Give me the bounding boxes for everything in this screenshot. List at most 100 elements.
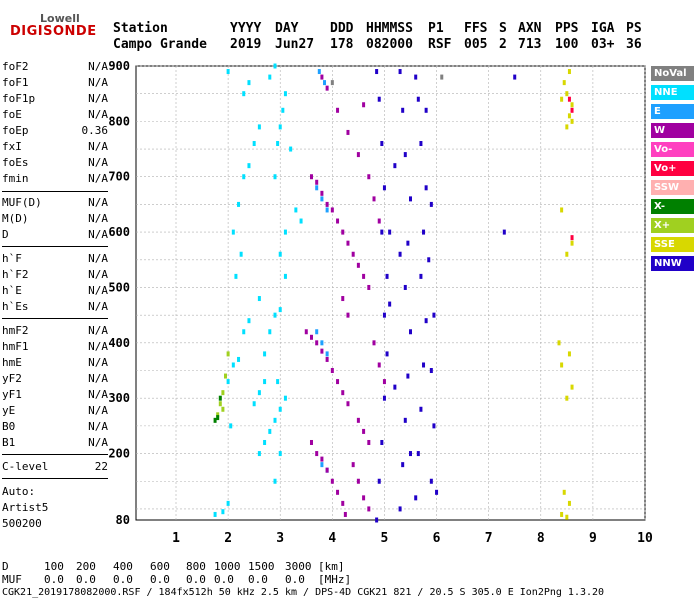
- y-tick-label: 80: [116, 513, 130, 527]
- param-row-fof2: foF2 N/A: [2, 60, 108, 76]
- param-value: N/A: [88, 372, 108, 385]
- data-point-w: [346, 312, 350, 318]
- data-point-e: [320, 196, 324, 202]
- param-row-clevel: C-level 22: [2, 460, 108, 476]
- data-point-vo-: [570, 107, 574, 113]
- data-point-w: [351, 462, 355, 468]
- param-row-fof1p: foF1p N/A: [2, 92, 108, 108]
- x-tick-label: 5: [381, 531, 389, 546]
- data-point-nnw: [513, 74, 517, 80]
- param-row-hme: hmE N/A: [2, 356, 108, 372]
- data-point-w: [309, 439, 313, 445]
- param-name: foF1p: [2, 92, 36, 105]
- data-point-sse: [560, 96, 564, 102]
- panel-divider: [2, 191, 108, 192]
- header-value-yyyy: 2019: [230, 37, 262, 52]
- y-tick-label: 200: [108, 447, 130, 461]
- param-row-yf2: yF2 N/A: [2, 372, 108, 388]
- param-row-fof1: foF1 N/A: [2, 76, 108, 92]
- data-point-w: [304, 329, 308, 335]
- data-point-w: [377, 362, 381, 368]
- data-point-nne: [221, 509, 225, 515]
- data-point-x-: [216, 415, 220, 421]
- data-point-w: [346, 401, 350, 407]
- footer-muf-value: 0.0: [214, 573, 234, 586]
- data-point-sse: [565, 251, 569, 257]
- data-point-w: [367, 174, 371, 180]
- data-point-e: [325, 207, 329, 213]
- param-row-mufd: MUF(D) N/A: [2, 196, 108, 212]
- param-value: N/A: [88, 76, 108, 89]
- data-point-w: [362, 273, 366, 279]
- param-name: yE: [2, 404, 16, 417]
- header-value-axn: 713: [518, 37, 542, 52]
- data-point-nnw: [414, 74, 418, 80]
- data-point-nnw: [414, 495, 418, 501]
- data-point-nne: [247, 163, 251, 169]
- y-tick-label: 300: [108, 391, 130, 405]
- data-point-vo-: [570, 235, 574, 241]
- param-name: M(D): [2, 212, 29, 225]
- param-name: foF1: [2, 76, 29, 89]
- footer-d-value: 800: [186, 560, 206, 573]
- data-point-nne: [263, 439, 267, 445]
- param-value: N/A: [88, 92, 108, 105]
- header-value-day: Jun27: [275, 37, 315, 52]
- data-point-nnw: [429, 201, 433, 207]
- data-point-w: [341, 390, 345, 396]
- param-row-foep: foEp 0.36: [2, 124, 108, 140]
- data-point-nnw: [403, 284, 407, 290]
- data-point-nne: [273, 478, 277, 484]
- data-point-nnw: [406, 373, 410, 379]
- data-point-nne: [273, 312, 277, 318]
- x-tick-label: 10: [637, 531, 653, 546]
- data-point-w: [382, 379, 386, 385]
- param-name: MUF(D): [2, 196, 42, 209]
- data-point-nnw: [419, 406, 423, 412]
- data-point-w: [315, 451, 319, 457]
- data-point-w: [351, 251, 355, 257]
- data-point-nnw: [401, 107, 405, 113]
- legend-item-noval: NoVal: [651, 66, 694, 81]
- data-point-w: [315, 179, 319, 185]
- data-point-w: [362, 102, 366, 108]
- param-value: N/A: [88, 140, 108, 153]
- param-value: N/A: [88, 420, 108, 433]
- data-point-nne: [263, 351, 267, 357]
- logo-lowell: Lowell: [40, 12, 80, 25]
- data-point-e: [320, 462, 324, 468]
- data-point-nnw: [406, 240, 410, 246]
- data-point-sse: [567, 351, 571, 357]
- param-row-b0: B0 N/A: [2, 420, 108, 436]
- data-point-x-: [218, 395, 222, 401]
- data-point-sse: [567, 500, 571, 506]
- x-tick-label: 6: [433, 531, 441, 546]
- data-point-nnw: [393, 163, 397, 169]
- param-value: N/A: [88, 172, 108, 185]
- data-point-nnw: [416, 96, 420, 102]
- param-row-hmf1: hmF1 N/A: [2, 340, 108, 356]
- data-point-nne: [226, 69, 230, 75]
- data-point-nne: [268, 74, 272, 80]
- param-row-d: D N/A: [2, 228, 108, 244]
- data-point-w: [325, 356, 329, 362]
- footer-muf-value: 0.0: [248, 573, 268, 586]
- x-tick-label: 4: [328, 531, 336, 546]
- header-label-s: S: [499, 21, 507, 36]
- data-point-w: [330, 207, 334, 213]
- data-point-sse: [565, 395, 569, 401]
- data-point-nne: [234, 273, 238, 279]
- param-value: N/A: [88, 156, 108, 169]
- data-point-nne: [242, 329, 246, 335]
- header-value-pps: 100: [555, 37, 579, 52]
- x-tick-label: 8: [537, 531, 545, 546]
- data-point-w: [336, 218, 340, 224]
- data-point-nnw: [429, 368, 433, 374]
- param-name: hmF1: [2, 340, 29, 353]
- header-label-yyyy: YYYY: [230, 21, 262, 36]
- param-value: N/A: [88, 60, 108, 73]
- data-point-w: [330, 478, 334, 484]
- footer-d-value: 1000: [214, 560, 241, 573]
- param-name: hmE: [2, 356, 22, 369]
